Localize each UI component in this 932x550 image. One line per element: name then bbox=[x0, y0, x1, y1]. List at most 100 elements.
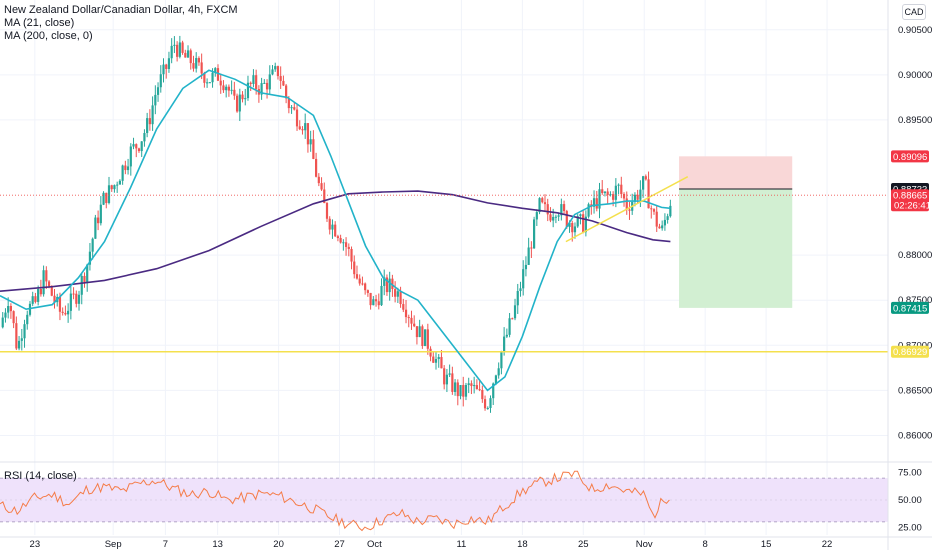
candle-body bbox=[7, 305, 10, 313]
position-zones[interactable] bbox=[679, 156, 793, 308]
candle-body bbox=[235, 95, 239, 112]
candle-body bbox=[42, 270, 45, 295]
candle-body bbox=[113, 185, 116, 190]
candle-body bbox=[644, 176, 647, 180]
candle-body bbox=[366, 290, 369, 293]
candle-body bbox=[287, 98, 290, 109]
x-tick-label: 22 bbox=[822, 539, 833, 550]
candle-body bbox=[565, 211, 568, 228]
candle-body bbox=[530, 247, 533, 249]
candle-body bbox=[560, 204, 563, 216]
candle-body bbox=[424, 329, 427, 346]
candle-body bbox=[39, 288, 42, 295]
candle-body bbox=[1, 317, 4, 328]
candle-body bbox=[64, 312, 67, 315]
candle-body bbox=[661, 225, 664, 229]
candle-body bbox=[535, 212, 538, 220]
candle-body bbox=[434, 359, 438, 363]
countdown-text: 02:26:41 bbox=[894, 201, 931, 212]
candle-body bbox=[45, 270, 48, 282]
candle-body bbox=[268, 74, 271, 90]
candle-body bbox=[620, 184, 623, 195]
candle-body bbox=[456, 382, 459, 397]
candle-body bbox=[505, 334, 508, 337]
candle-body bbox=[99, 204, 102, 224]
candle-body bbox=[399, 291, 402, 305]
rsi-band bbox=[0, 478, 888, 522]
candle-body bbox=[203, 73, 206, 83]
candle-body bbox=[628, 209, 631, 211]
candle-body bbox=[576, 216, 579, 227]
candle-body bbox=[374, 299, 378, 302]
candle-body bbox=[301, 129, 304, 131]
candle-body bbox=[614, 185, 617, 200]
trendline bbox=[565, 176, 689, 243]
x-tick-label: Nov bbox=[636, 539, 653, 550]
candle-body bbox=[53, 295, 56, 303]
candle-body bbox=[279, 76, 282, 81]
take-profit-zone bbox=[679, 189, 793, 308]
candle-body bbox=[636, 194, 639, 200]
candle-body bbox=[107, 185, 111, 203]
candle-body bbox=[83, 275, 86, 282]
candle-body bbox=[652, 209, 656, 212]
y-tick-label: 0.90000 bbox=[898, 70, 932, 81]
candle-body bbox=[511, 318, 514, 320]
candle-body bbox=[571, 222, 574, 233]
candle-body bbox=[494, 375, 498, 384]
candle-body bbox=[282, 80, 285, 86]
candle-body bbox=[443, 368, 446, 385]
candle-body bbox=[290, 107, 293, 109]
candle-body bbox=[579, 214, 582, 217]
candle-body bbox=[347, 246, 350, 249]
candle-body bbox=[137, 148, 141, 152]
candle-body bbox=[554, 216, 558, 218]
candle-body bbox=[385, 277, 389, 293]
candle-body bbox=[317, 176, 320, 184]
candle-body bbox=[69, 293, 72, 311]
candle-body bbox=[331, 224, 334, 230]
candle-body bbox=[603, 191, 607, 194]
candle-body bbox=[167, 58, 171, 69]
candle-body bbox=[61, 311, 64, 313]
rsi-pane bbox=[0, 461, 932, 532]
indicator-lines bbox=[0, 69, 888, 392]
candle-body bbox=[4, 312, 7, 318]
candle-body bbox=[377, 301, 380, 306]
candle-body bbox=[94, 217, 97, 239]
candle-body bbox=[47, 281, 51, 287]
x-tick-label: 20 bbox=[273, 539, 284, 550]
candle-body bbox=[355, 274, 359, 279]
candle-body bbox=[129, 146, 132, 167]
candle-body bbox=[80, 275, 83, 295]
candle-body bbox=[453, 382, 457, 392]
candle-body bbox=[415, 326, 419, 338]
candle-body bbox=[418, 326, 421, 338]
candle-body bbox=[116, 184, 119, 186]
candle-body bbox=[173, 44, 176, 46]
candle-body bbox=[513, 305, 517, 319]
currency-badge[interactable]: CAD bbox=[902, 4, 926, 20]
candle-body bbox=[110, 185, 113, 190]
candle-body bbox=[298, 126, 301, 130]
rsi-legend: RSI (14, close) bbox=[4, 470, 77, 482]
candle-body bbox=[361, 283, 364, 285]
candle-body bbox=[186, 50, 190, 58]
candle-body bbox=[26, 314, 29, 325]
stop-loss-zone bbox=[679, 156, 793, 190]
candle-body bbox=[650, 208, 653, 210]
candle-body bbox=[88, 251, 92, 265]
candle-body bbox=[473, 385, 476, 387]
candle-body bbox=[486, 407, 489, 409]
candle-body bbox=[206, 82, 209, 84]
candle-body bbox=[265, 82, 269, 90]
candle-body bbox=[214, 68, 217, 73]
candle-body bbox=[276, 66, 280, 77]
candle-body bbox=[383, 277, 386, 286]
candle-body bbox=[483, 399, 487, 409]
candle-body bbox=[102, 192, 105, 205]
candle-body bbox=[573, 226, 577, 233]
candle-body bbox=[413, 323, 416, 327]
candle-body bbox=[252, 75, 255, 84]
